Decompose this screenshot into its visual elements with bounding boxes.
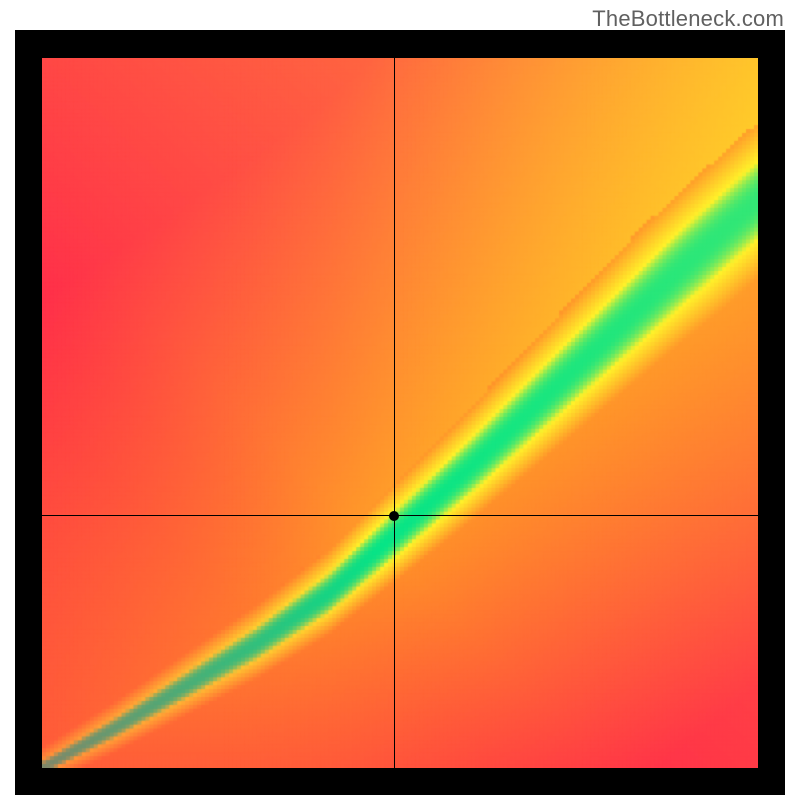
watermark-text: TheBottleneck.com xyxy=(592,6,784,32)
chart-wrapper: TheBottleneck.com xyxy=(0,0,800,800)
heatmap-canvas xyxy=(42,58,758,768)
chart-plot-area xyxy=(42,58,758,768)
crosshair-horizontal xyxy=(42,515,758,516)
crosshair-vertical xyxy=(394,58,395,768)
chart-outer-border xyxy=(15,30,785,795)
